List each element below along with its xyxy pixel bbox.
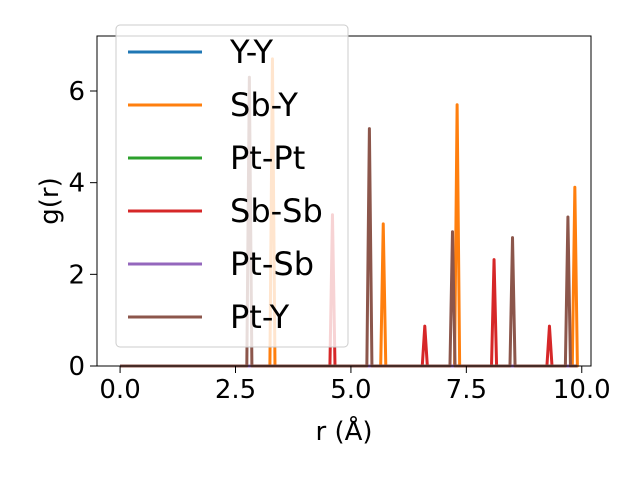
legend-label: Pt-Sb (230, 245, 314, 283)
y-tick-label: 0 (68, 352, 85, 382)
legend-label: Sb-Sb (230, 192, 323, 230)
legend-label: Sb-Y (230, 86, 298, 124)
legend-label: Pt-Y (230, 298, 290, 336)
x-tick-label: 7.5 (446, 375, 487, 405)
legend-label: Y-Y (229, 33, 274, 71)
y-axis-label: g(r) (35, 177, 65, 224)
y-axis-ticks: 0 2 4 6 (68, 77, 97, 382)
legend: Y-Y Sb-Y Pt-Pt Sb-Sb Pt-Sb Pt-Y (115, 24, 349, 348)
x-axis-ticks: 0.0 2.5 5.0 7.5 10.0 (99, 366, 611, 405)
y-tick-label: 2 (68, 260, 85, 290)
y-tick-label: 6 (68, 77, 85, 107)
x-tick-label: 5.0 (330, 375, 371, 405)
x-tick-label: 0.0 (99, 375, 140, 405)
legend-label: Pt-Pt (230, 139, 305, 177)
x-tick-label: 10.0 (553, 375, 611, 405)
x-tick-label: 2.5 (215, 375, 256, 405)
x-axis-label: r (Å) (315, 415, 372, 447)
y-tick-label: 4 (68, 169, 85, 199)
